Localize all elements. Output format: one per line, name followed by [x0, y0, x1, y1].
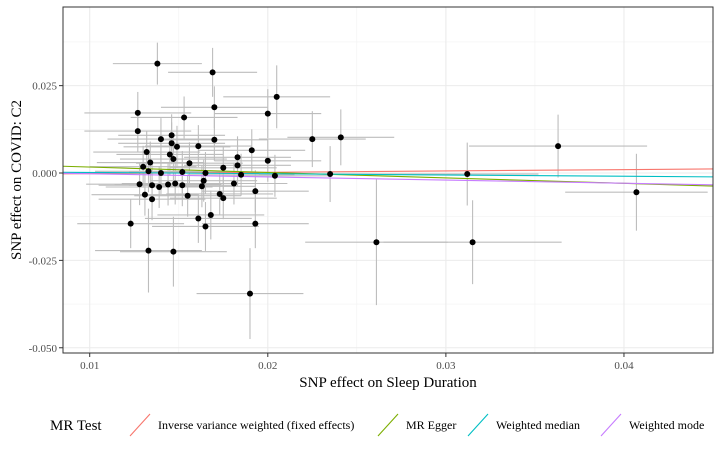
- minor-gridlines: [63, 7, 713, 353]
- snp-point: [220, 164, 227, 171]
- snp-point: [234, 154, 241, 161]
- snp-point: [166, 151, 173, 158]
- legend-title: MR Test: [50, 418, 102, 434]
- snp-point: [464, 171, 471, 178]
- snp-point: [154, 60, 161, 67]
- snp-point: [211, 104, 218, 111]
- snp-point: [165, 181, 172, 188]
- x-axis-title: SNP effect on Sleep Duration: [299, 375, 477, 391]
- legend: MR Test Inverse variance weighted (fixed…: [50, 411, 704, 439]
- legend-swatch-inverse-variance-weighted-fixed-effects: [129, 413, 151, 437]
- fit-lines: [62, 165, 714, 187]
- snp-point: [149, 182, 156, 189]
- data-points: [127, 60, 640, 297]
- snp-point: [140, 163, 147, 170]
- snp-point: [248, 147, 255, 154]
- y-axis-title: SNP effect on COVID: C2: [9, 100, 25, 260]
- y-axis-ticks: -0.050 -0.025 0.000 0.025: [29, 81, 63, 355]
- legend-label-inverse-variance-weighted-fixed-effects: Inverse variance weighted (fixed effects…: [158, 418, 354, 432]
- legend-label-weighted-median: Weighted median: [496, 418, 580, 432]
- snp-point: [238, 171, 245, 178]
- snp-point: [170, 156, 177, 163]
- snp-point: [184, 192, 191, 199]
- snp-point: [147, 159, 154, 166]
- x-tick-label: 0.02: [258, 360, 277, 372]
- panel-border: [62, 6, 714, 354]
- snp-point: [211, 136, 218, 143]
- snp-point: [469, 239, 476, 246]
- snp-point: [337, 134, 344, 141]
- snp-point: [145, 247, 152, 254]
- snp-point: [145, 168, 152, 175]
- snp-point: [143, 149, 150, 156]
- panel-background: [63, 7, 713, 353]
- snp-point: [264, 110, 271, 117]
- snp-point: [309, 136, 316, 143]
- snp-point: [173, 143, 180, 150]
- x-tick-label: 0.03: [436, 360, 456, 372]
- snp-point: [157, 170, 164, 177]
- snp-point: [170, 248, 177, 255]
- x-axis-ticks: 0.01 0.02 0.03 0.04: [80, 353, 634, 372]
- x-tick-label: 0.01: [80, 360, 99, 372]
- snp-point: [209, 69, 216, 76]
- snp-point: [157, 136, 164, 143]
- snp-point: [134, 128, 141, 135]
- snp-point: [168, 140, 175, 147]
- snp-point: [252, 220, 259, 227]
- snp-point: [156, 183, 163, 190]
- snp-point: [136, 181, 143, 188]
- snp-point: [264, 157, 271, 164]
- x-tick-label: 0.04: [614, 360, 634, 372]
- snp-point: [252, 188, 259, 195]
- snp-point: [220, 195, 227, 202]
- y-tick-label: 0.025: [32, 81, 57, 93]
- legend-label-mr-egger: MR Egger: [406, 418, 456, 432]
- snp-point: [327, 171, 334, 178]
- snp-point: [230, 180, 237, 187]
- snp-point: [195, 143, 202, 150]
- y-tick-label: -0.025: [29, 255, 58, 267]
- snp-point: [181, 114, 188, 121]
- snp-point: [149, 196, 156, 203]
- snp-point: [195, 215, 202, 222]
- snp-point: [202, 223, 209, 230]
- legend-swatch-weighted-median: [467, 413, 489, 437]
- snp-point: [127, 220, 134, 227]
- y-tick-label: -0.050: [29, 343, 58, 355]
- snp-point: [633, 189, 640, 196]
- snp-point: [373, 239, 380, 246]
- snp-point: [179, 182, 186, 189]
- snp-point: [555, 143, 562, 150]
- snp-point: [216, 190, 223, 197]
- snp-point: [200, 177, 207, 184]
- snp-point: [271, 172, 278, 179]
- snp-point: [141, 191, 148, 198]
- snp-point: [179, 168, 186, 175]
- snp-point: [134, 109, 141, 116]
- snp-point: [168, 132, 175, 139]
- snp-point: [198, 183, 205, 190]
- snp-point: [273, 93, 280, 100]
- fit-line-weighted-mode: [62, 172, 714, 186]
- legend-label-weighted-mode: Weighted mode: [629, 418, 704, 432]
- snp-point: [246, 290, 253, 297]
- legend-swatch-weighted-mode: [600, 413, 622, 437]
- snp-point: [186, 160, 193, 167]
- legend-swatch-mr-egger: [377, 413, 399, 437]
- y-tick-label: 0.000: [32, 168, 57, 180]
- snp-point: [207, 211, 214, 218]
- snp-point: [234, 162, 241, 169]
- snp-point: [202, 170, 209, 177]
- fit-line-weighted-median: [62, 171, 714, 178]
- snp-point: [172, 180, 179, 187]
